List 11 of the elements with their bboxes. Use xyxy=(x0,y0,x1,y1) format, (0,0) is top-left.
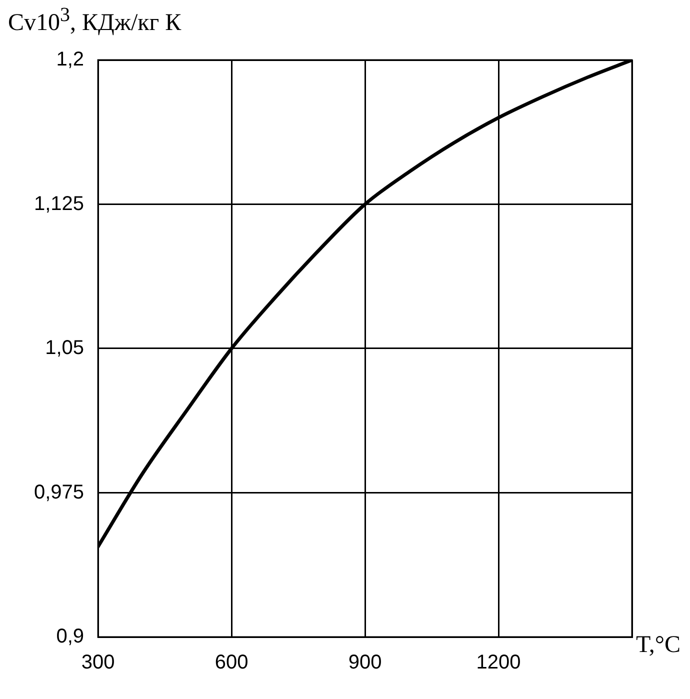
x-tick-label: 900 xyxy=(348,652,382,674)
y-tick-label: 1,2 xyxy=(56,48,84,71)
y-tick-label: 0,9 xyxy=(56,626,84,648)
y-tick-label: 0,975 xyxy=(34,481,84,504)
x-axis-title: T,°C xyxy=(636,632,680,659)
y-tick-label: 1,125 xyxy=(34,192,84,215)
x-tick-label: 600 xyxy=(214,652,248,674)
y-axis-title: Cv10$^{3}$, КДж/кг К xyxy=(8,4,182,37)
y-tick-label: 1,05 xyxy=(45,337,84,360)
x-tick-label: 300 xyxy=(81,652,115,674)
x-tick-label: 1200 xyxy=(476,652,521,674)
